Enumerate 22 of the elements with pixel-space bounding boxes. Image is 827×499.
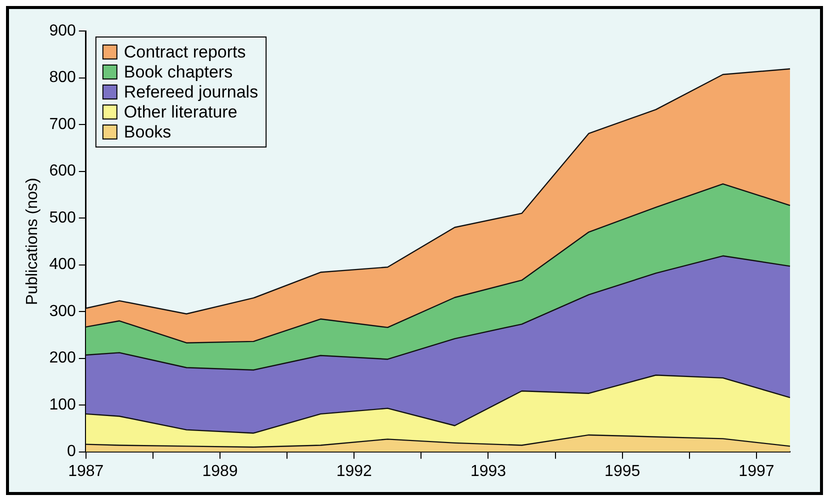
x-tick-label: 1995 (604, 462, 640, 480)
y-tick-label: 400 (49, 256, 76, 274)
legend-label: Contract reports (124, 42, 246, 62)
y-axis-title: Publications (nos) (24, 178, 42, 305)
legend-label: Books (124, 122, 172, 142)
y-tick-label: 700 (49, 116, 76, 133)
y-tick-label: 500 (49, 209, 76, 226)
y-tick-label: 0 (66, 443, 76, 460)
legend-label: Other literature (124, 102, 238, 122)
x-tick-label: 1987 (68, 462, 104, 480)
y-tick-label: 100 (49, 396, 76, 414)
legend-label: Refereed journals (124, 82, 258, 102)
x-tick-label: 1993 (470, 462, 506, 480)
y-tick-label: 600 (49, 162, 76, 180)
x-tick-label: 1997 (738, 462, 774, 480)
x-tick-label: 1992 (336, 462, 372, 480)
legend-label: Book chapters (124, 62, 233, 82)
y-tick-label: 300 (49, 302, 76, 320)
y-tick-label: 800 (49, 69, 76, 86)
y-tick-label: 900 (49, 22, 76, 40)
y-tick-label: 200 (49, 350, 76, 367)
x-tick-label: 1989 (202, 462, 238, 480)
